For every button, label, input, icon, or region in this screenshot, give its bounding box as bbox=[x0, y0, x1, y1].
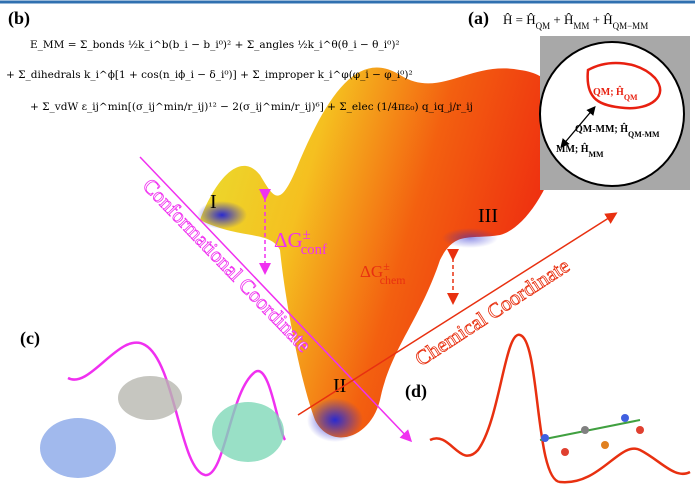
text-part: Ĥ = Ĥ bbox=[503, 12, 536, 27]
text-part: ± bbox=[383, 259, 390, 273]
chemical-profile bbox=[430, 335, 690, 482]
state-label: I bbox=[210, 191, 217, 213]
text-part: MM bbox=[573, 21, 589, 31]
hamiltonian: Ĥ = ĤQM + ĤMM + ĤQM−MM bbox=[503, 12, 648, 31]
text-part: + Ĥ bbox=[550, 12, 573, 27]
text-part: QM; Ĥ bbox=[593, 86, 624, 98]
text-part: conf bbox=[301, 242, 327, 258]
text-part: MM; Ĥ bbox=[556, 143, 589, 155]
panel-label: (d) bbox=[405, 381, 427, 402]
equation-line: + Σ_dihedrals k_i^ϕ[1 + cos(n_iϕ_i − δ_i… bbox=[6, 69, 413, 81]
protein-structure bbox=[212, 402, 284, 462]
text-part: QM−MM bbox=[613, 21, 649, 31]
text-part: chem bbox=[380, 273, 407, 287]
panel-label: (b) bbox=[8, 8, 30, 29]
protein-structure bbox=[118, 376, 182, 420]
text-part: ± bbox=[303, 227, 311, 243]
text-part: QM-MM bbox=[628, 130, 660, 139]
energy-surface bbox=[200, 68, 564, 438]
text-part: QM bbox=[624, 93, 638, 102]
text-part: MM bbox=[589, 150, 605, 159]
figure: (b) E_MM = Σ_bonds ½k_i^b(b_i − b_i⁰)² +… bbox=[0, 0, 695, 502]
equation-line: E_MM = Σ_bonds ½k_i^b(b_i − b_i⁰)² + Σ_a… bbox=[30, 39, 400, 51]
text-part: + Ĥ bbox=[589, 12, 612, 27]
text-part: QM-MM; Ĥ bbox=[575, 123, 628, 135]
panel-label: (c) bbox=[20, 328, 40, 349]
well-iii bbox=[442, 228, 498, 248]
panel-label: (a) bbox=[468, 8, 489, 29]
text-part: ΔG bbox=[274, 228, 303, 252]
equation-line: + Σ_vdW ε_ij^min[(σ_ij^min/r_ij)¹² − 2(σ… bbox=[30, 101, 473, 113]
text-part: QM bbox=[536, 21, 551, 31]
protein-structure bbox=[40, 418, 116, 478]
state-label: III bbox=[478, 205, 498, 227]
